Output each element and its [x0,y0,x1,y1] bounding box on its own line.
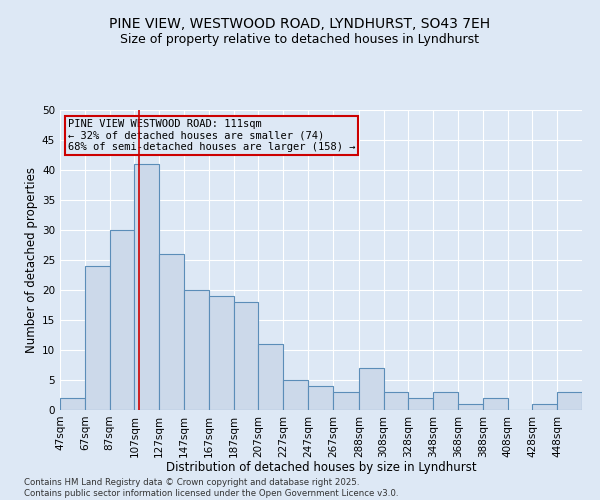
Bar [383,392,409,410]
Bar [85,266,110,410]
Text: PINE VIEW WESTWOOD ROAD: 111sqm
← 32% of detached houses are smaller (74)
68% of: PINE VIEW WESTWOOD ROAD: 111sqm ← 32% of… [68,119,355,152]
Bar [233,302,259,410]
Bar [333,392,359,410]
Bar [409,398,433,410]
Bar [110,230,134,410]
Bar [458,404,483,410]
Text: Size of property relative to detached houses in Lyndhurst: Size of property relative to detached ho… [121,32,479,46]
Bar [209,296,233,410]
X-axis label: Distribution of detached houses by size in Lyndhurst: Distribution of detached houses by size … [166,461,476,474]
Bar [283,380,308,410]
Bar [532,404,557,410]
Bar [557,392,582,410]
Bar [308,386,333,410]
Bar [184,290,209,410]
Bar [483,398,508,410]
Bar [60,398,85,410]
Bar [433,392,458,410]
Bar [159,254,184,410]
Bar [134,164,159,410]
Y-axis label: Number of detached properties: Number of detached properties [25,167,38,353]
Text: Contains HM Land Registry data © Crown copyright and database right 2025.
Contai: Contains HM Land Registry data © Crown c… [24,478,398,498]
Text: PINE VIEW, WESTWOOD ROAD, LYNDHURST, SO43 7EH: PINE VIEW, WESTWOOD ROAD, LYNDHURST, SO4… [109,18,491,32]
Bar [259,344,283,410]
Bar [359,368,383,410]
